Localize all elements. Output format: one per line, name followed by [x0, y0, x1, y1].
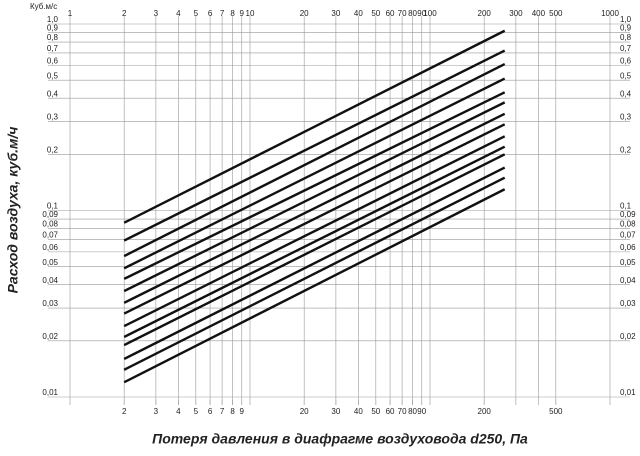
y-tick-label-right: 0,9: [620, 24, 632, 33]
y-tick-label: 0,03: [42, 299, 58, 308]
y-tick-label-right: 0,03: [620, 299, 636, 308]
x-top-tick-label: 1000: [601, 9, 619, 18]
x-tick-label: 4: [176, 407, 181, 416]
y-tick-label-right: 0,08: [620, 220, 636, 229]
y-tick-label: 0,07: [42, 230, 58, 239]
x-top-tick-label: 70: [398, 9, 407, 18]
x-tick-label: 9: [240, 407, 245, 416]
y-tick-label: 0,4: [47, 89, 59, 98]
data-line: [123, 62, 506, 258]
x-tick-label: 7: [220, 407, 225, 416]
data-line: [123, 188, 506, 384]
x-tick-label: 60: [386, 407, 395, 416]
x-tick-label: 5: [194, 407, 199, 416]
y-tick-label: 0,01: [42, 388, 58, 397]
x-top-tick-label: 10: [246, 9, 255, 18]
x-tick-label: 2: [122, 407, 127, 416]
data-line: [123, 176, 506, 371]
data-line: [123, 112, 506, 304]
x-tick-label: 6: [208, 407, 213, 416]
x-axis-label: Потеря давления в диафрагме воздуховода …: [152, 431, 528, 447]
x-top-tick-label: 100: [423, 9, 437, 18]
data-line: [123, 101, 506, 293]
x-top-tick-label: 20: [300, 9, 309, 18]
x-top-tick-label: 2: [122, 9, 127, 18]
y-tick-label: 0,09: [42, 210, 58, 219]
x-tick-label: 80: [408, 407, 417, 416]
x-tick-label: 200: [478, 407, 492, 416]
y-tick-label: 0,04: [42, 276, 58, 285]
x-top-tick-label: 200: [478, 9, 492, 18]
data-line: [123, 166, 506, 361]
y-tick-label-right: 0,4: [620, 89, 632, 98]
x-tick-label: 70: [398, 407, 407, 416]
x-top-tick-label: 7: [220, 9, 225, 18]
x-tick-label: 50: [371, 407, 380, 416]
x-top-tick-label: 9: [240, 9, 245, 18]
x-tick-label: 90: [417, 407, 426, 416]
x-top-tick-label: 4: [176, 9, 181, 18]
x-top-tick-label: 6: [208, 9, 213, 18]
y-tick-label: 0,6: [47, 56, 59, 65]
x-top-tick-label: 300: [509, 9, 523, 18]
y-tick-label-right: 0,06: [620, 243, 636, 252]
x-top-tick-label: 30: [331, 9, 340, 18]
y-tick-label: 0,5: [47, 71, 59, 80]
x-top-tick-label: 8: [230, 9, 235, 18]
x-tick-label: 30: [331, 407, 340, 416]
x-tick-label: 8: [230, 407, 235, 416]
y-tick-label-right: 0,09: [620, 210, 636, 219]
y-tick-label-right: 0,02: [620, 332, 636, 341]
x-top-tick-label: 5: [194, 9, 199, 18]
y-axis-label: Расход воздуха, куб.м/ч: [5, 127, 21, 294]
y-tick-label: 0,02: [42, 332, 58, 341]
data-line: [123, 123, 506, 315]
x-top-tick-label: 90: [417, 9, 426, 18]
y-tick-label: 0,1: [47, 202, 59, 211]
y-tick-label: 1,0: [47, 15, 59, 24]
y-tick-label-right: 0,04: [620, 276, 636, 285]
x-tick-label: 3: [154, 407, 159, 416]
data-line: [123, 135, 506, 328]
y-tick-label-right: 0,01: [620, 388, 636, 397]
x-top-tick-label: 60: [386, 9, 395, 18]
y-tick-label-right: 0,1: [620, 202, 632, 211]
data-line: [123, 49, 506, 242]
x-tick-label: 500: [549, 407, 563, 416]
x-top-tick-label: 80: [408, 9, 417, 18]
y-tick-label: 0,3: [47, 113, 59, 122]
y-tick-label-right: 0,5: [620, 71, 632, 80]
y-tick-label-right: 0,3: [620, 113, 632, 122]
x-top-tick-label: 40: [354, 9, 363, 18]
y-tick-label: 0,9: [47, 24, 59, 33]
x-top-tick-label: 1: [68, 9, 73, 18]
y-tick-label: 0,2: [47, 145, 59, 154]
y-tick-label: 0,08: [42, 220, 58, 229]
y-tick-label-right: 0,7: [620, 44, 632, 53]
y-tick-label: 0,7: [47, 44, 59, 53]
y-tick-label-right: 0,07: [620, 230, 636, 239]
unit-label: Куб.м/с: [30, 2, 57, 11]
data-line: [123, 153, 506, 347]
x-top-tick-label: 50: [371, 9, 380, 18]
x-top-tick-label: 400: [532, 9, 546, 18]
x-tick-label: 20: [300, 407, 309, 416]
y-tick-label-right: 0,05: [620, 258, 636, 267]
x-top-tick-label: 3: [154, 9, 159, 18]
data-line: [123, 145, 506, 338]
y-tick-label-right: 0,2: [620, 145, 632, 154]
x-top-tick-label: 500: [549, 9, 563, 18]
x-tick-label: 40: [354, 407, 363, 416]
y-tick-label: 0,8: [47, 33, 59, 42]
data-line: [123, 77, 506, 270]
data-line: [123, 91, 506, 280]
data-line: [123, 29, 506, 224]
y-tick-label-right: 1,0: [620, 15, 632, 24]
y-tick-label: 0,05: [42, 258, 58, 267]
y-tick-label-right: 0,6: [620, 56, 632, 65]
y-tick-label: 0,06: [42, 243, 58, 252]
y-tick-label-right: 0,8: [620, 33, 632, 42]
